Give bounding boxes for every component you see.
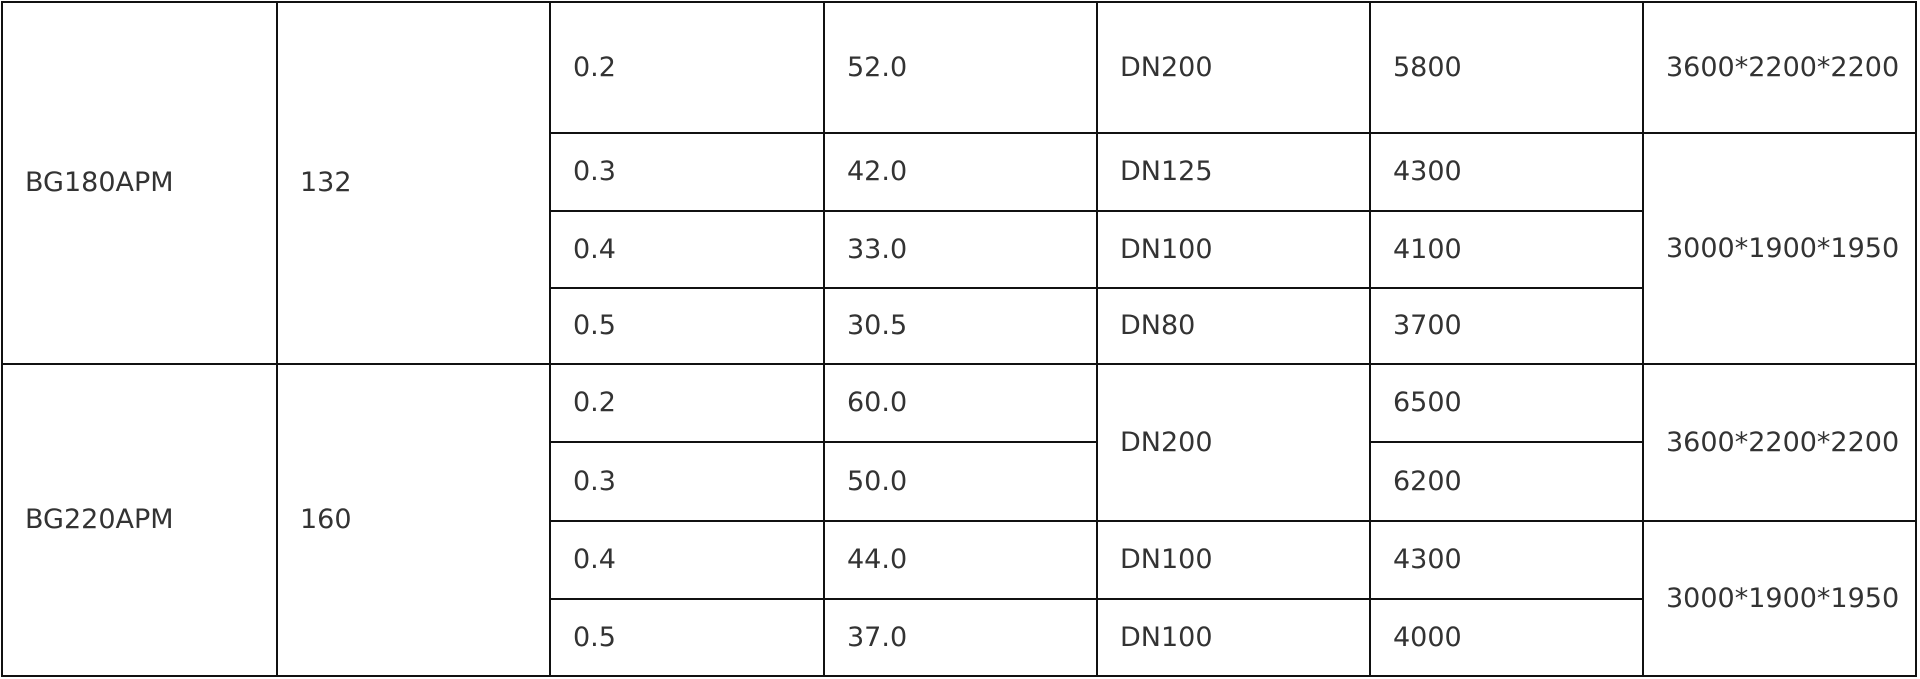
pressure-cell: 0.5 <box>549 598 825 677</box>
pipe-cell: DN100 <box>1096 210 1371 289</box>
pressure-cell: 0.4 <box>549 520 825 600</box>
power-cell: 160 <box>276 363 551 677</box>
flow-cell: 42.0 <box>823 132 1098 212</box>
pressure-cell: 0.3 <box>549 441 825 522</box>
flow-cell: 52.0 <box>823 1 1098 134</box>
table-row: 0.4 33.0 DN100 4100 <box>2 210 1916 289</box>
weight-cell: 4100 <box>1369 210 1644 289</box>
weight-cell: 5800 <box>1369 1 1644 134</box>
flow-cell: 44.0 <box>823 520 1098 600</box>
pipe-cell: DN200 <box>1096 1 1371 134</box>
table-row: 0.5 37.0 DN100 4000 <box>2 598 1916 677</box>
pipe-cell: DN200 <box>1096 363 1371 522</box>
flow-cell: 33.0 <box>823 210 1098 289</box>
power-cell: 132 <box>276 1 551 365</box>
size-cell: 3600*2200*2200 <box>1642 1 1917 134</box>
pressure-cell: 0.2 <box>549 363 825 443</box>
pressure-cell: 0.4 <box>549 210 825 289</box>
pressure-cell: 0.3 <box>549 132 825 212</box>
flow-cell: 50.0 <box>823 441 1098 522</box>
pipe-cell: DN80 <box>1096 287 1371 365</box>
pipe-cell: DN125 <box>1096 132 1371 212</box>
pressure-cell: 0.2 <box>549 1 825 134</box>
pipe-cell: DN100 <box>1096 520 1371 600</box>
model-cell: BG180APM <box>1 1 278 365</box>
table-row: 0.3 50.0 6200 <box>2 441 1916 522</box>
pipe-cell: DN100 <box>1096 598 1371 677</box>
weight-cell: 4300 <box>1369 520 1644 600</box>
flow-cell: 37.0 <box>823 598 1098 677</box>
pressure-cell: 0.5 <box>549 287 825 365</box>
table-row: 0.3 42.0 DN125 4300 3000*1900*1950 <box>2 132 1917 365</box>
flow-cell: 60.0 <box>823 363 1098 443</box>
flow-cell: 30.5 <box>823 287 1098 365</box>
table-row: 0.5 30.5 DN80 3700 <box>2 287 1916 365</box>
table-row: BG180APM 132 0.2 52.0 DN200 5800 3600*22… <box>1 1 1917 365</box>
table-row: BG220APM 160 0.2 60.0 DN200 6500 3600*22… <box>1 363 1917 677</box>
table-row: 0.4 44.0 DN100 4300 3000*1900*1950 <box>2 520 1917 677</box>
weight-cell: 4000 <box>1369 598 1644 677</box>
size-cell: 3000*1900*1950 <box>1642 520 1917 677</box>
model-cell: BG220APM <box>1 363 278 677</box>
size-cell: 3600*2200*2200 <box>1642 363 1917 522</box>
weight-cell: 4300 <box>1369 132 1644 212</box>
weight-cell: 6200 <box>1369 441 1644 522</box>
weight-cell: 3700 <box>1369 287 1644 365</box>
weight-cell: 6500 <box>1369 363 1644 443</box>
size-cell: 3000*1900*1950 <box>1642 132 1917 365</box>
